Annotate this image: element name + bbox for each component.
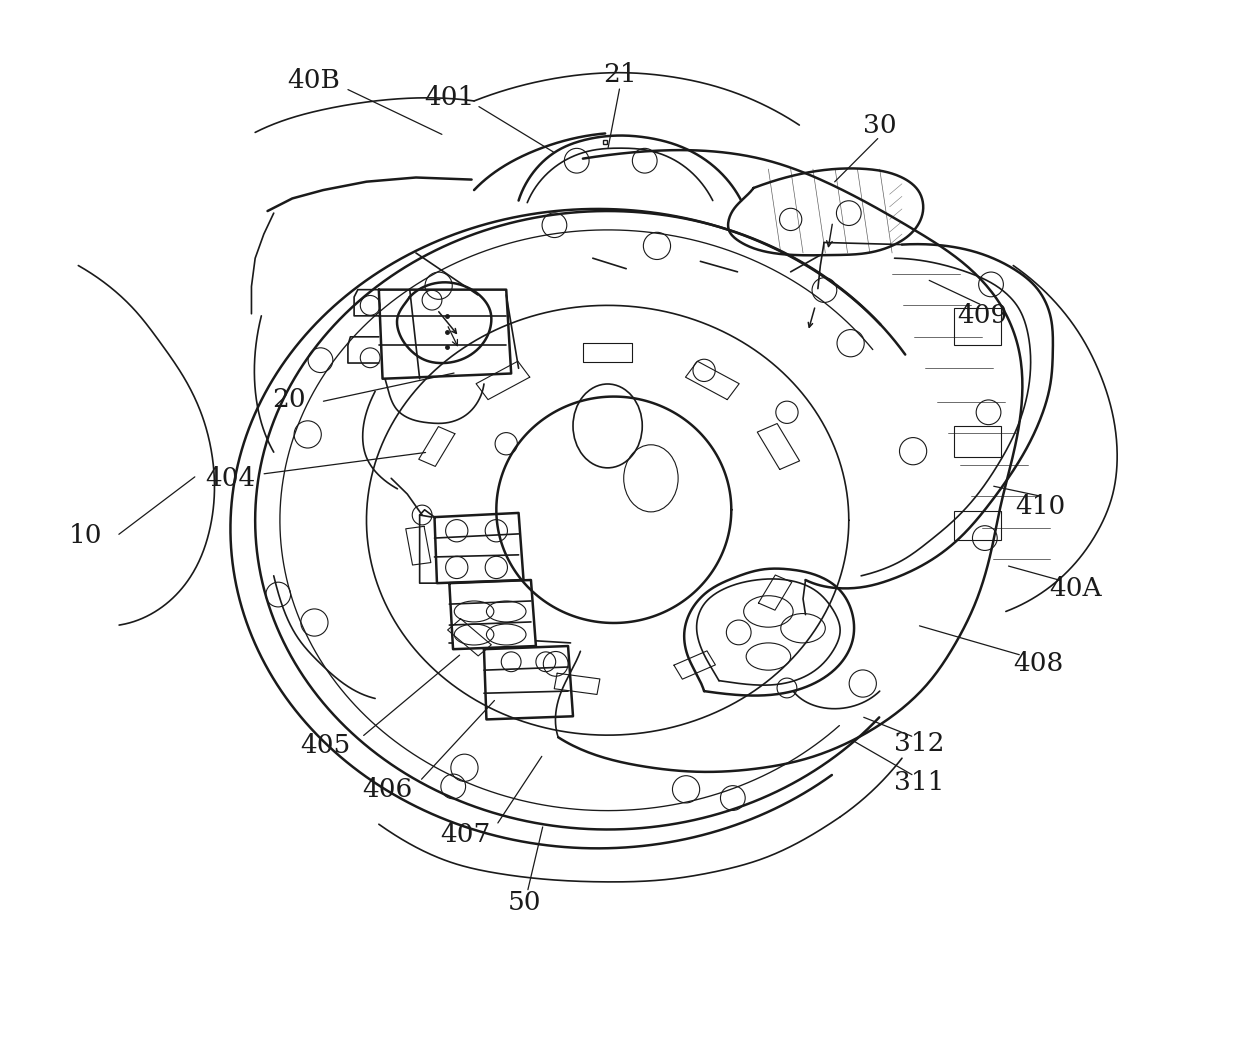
Text: 404: 404	[206, 466, 255, 491]
Text: 408: 408	[1013, 652, 1063, 677]
Text: 407: 407	[440, 822, 491, 847]
Text: 40A: 40A	[1049, 576, 1101, 601]
Text: 30: 30	[863, 112, 897, 138]
Text: 10: 10	[69, 523, 103, 549]
Text: 20: 20	[272, 387, 305, 412]
Text: 406: 406	[362, 777, 413, 802]
Text: 311: 311	[894, 769, 945, 795]
Text: 405: 405	[300, 734, 351, 758]
Text: 410: 410	[1016, 494, 1065, 519]
Text: 21: 21	[603, 62, 637, 87]
Text: 401: 401	[424, 85, 475, 110]
Text: 409: 409	[957, 304, 1007, 328]
Text: 40B: 40B	[286, 67, 340, 92]
Text: 50: 50	[508, 890, 542, 915]
Text: 312: 312	[894, 731, 945, 756]
